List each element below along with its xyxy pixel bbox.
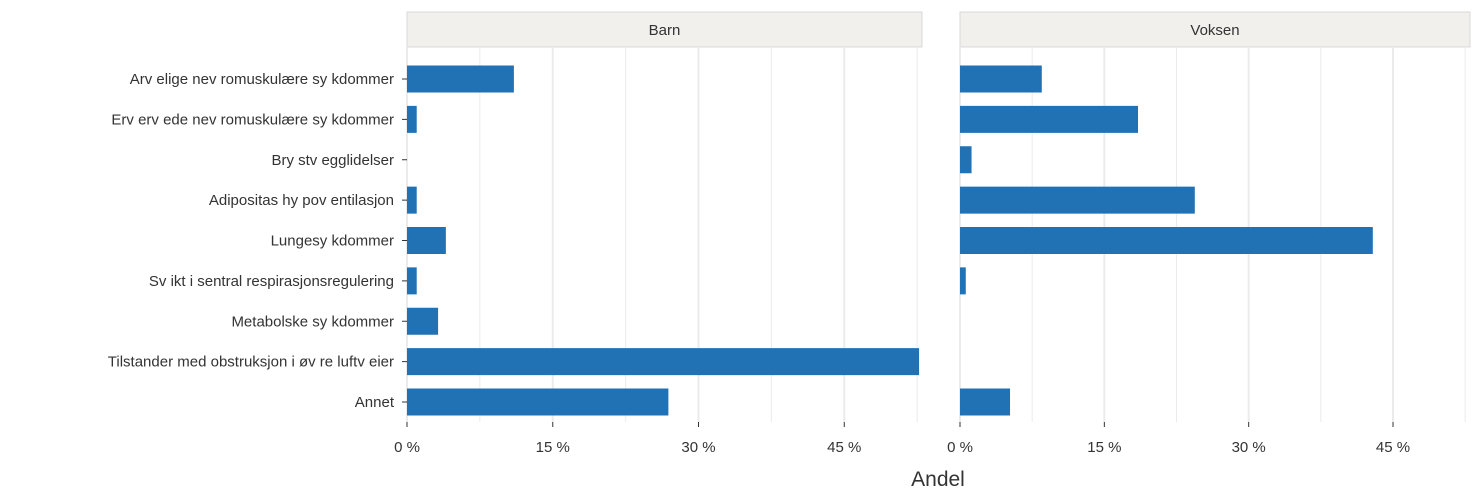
x-tick-label: 45 % <box>1376 439 1410 456</box>
x-axis-title: Andel <box>911 468 965 491</box>
x-tick-label: 0 % <box>947 439 973 456</box>
bar-voksen-4 <box>960 227 1373 254</box>
bar-barn-6 <box>407 307 439 335</box>
x-ticks-barn: 0 % 15 % 30 % 45 % <box>394 422 861 456</box>
bar-barn-0 <box>407 65 514 93</box>
y-category-label: Arv elige nev romuskulære sy kdommer <box>130 71 394 88</box>
bar-barn-8 <box>407 388 669 416</box>
y-category-label: Metabolske sy kdommer <box>231 313 394 330</box>
panel-barn: Barn 0 % 15 % 30 % 45 % <box>394 11 923 456</box>
x-tick-label: 30 % <box>1232 439 1266 456</box>
x-ticks-voksen: 0 % 15 % 30 % 45 % <box>947 422 1410 456</box>
bar-voksen-5 <box>960 267 966 295</box>
panel-voksen: Voksen 0 % 15 % 30 % 45 % <box>947 11 1471 456</box>
bar-voksen-8 <box>960 388 1011 416</box>
bar-barn-5 <box>407 267 417 295</box>
bars-voksen <box>960 65 1373 416</box>
y-category-label: Bry stv egglidelser <box>271 152 394 169</box>
y-category-label: Lungesy kdommer <box>271 233 394 250</box>
bar-voksen-3 <box>960 186 1195 214</box>
y-category-label: Adipositas hy pov entilasjon <box>209 192 394 209</box>
y-category-label: Annet <box>355 394 395 411</box>
strip-voksen <box>959 11 1471 48</box>
bar-barn-7 <box>407 348 920 376</box>
x-tick-label: 15 % <box>1087 439 1121 456</box>
x-tick-label: 30 % <box>681 439 715 456</box>
bar-voksen-0 <box>960 65 1042 93</box>
strip-label-voksen: Voksen <box>1190 22 1239 39</box>
bar-barn-1 <box>407 105 417 133</box>
bars-barn <box>407 65 920 416</box>
x-tick-label: 45 % <box>827 439 861 456</box>
x-tick-label: 0 % <box>394 439 420 456</box>
y-category-label: Tilstander med obstruksjon i øv re luftv… <box>108 354 394 371</box>
bar-voksen-1 <box>960 105 1139 133</box>
strip-barn <box>406 11 923 48</box>
strip-label-barn: Barn <box>649 22 681 39</box>
bar-voksen-2 <box>960 146 972 174</box>
y-category-label: Erv erv ede nev romuskulære sy kdommer <box>111 111 394 128</box>
bar-barn-4 <box>407 227 446 254</box>
x-tick-label: 15 % <box>536 439 570 456</box>
y-axis-categories: Arv elige nev romuskulære sy kdommer Erv … <box>108 71 407 411</box>
bar-barn-3 <box>407 186 417 214</box>
y-category-label: Sv ikt i sentral respirasjonsregulering <box>149 273 394 290</box>
